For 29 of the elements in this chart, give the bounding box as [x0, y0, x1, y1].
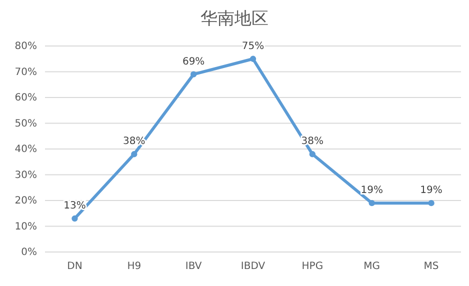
x-tick-label: HPG	[302, 261, 324, 272]
y-tick-label: 20%	[14, 196, 37, 207]
y-tick-label: 60%	[14, 92, 37, 104]
data-label: 75%	[242, 40, 264, 52]
point	[428, 200, 434, 206]
x-tick-label: IBV	[185, 261, 202, 272]
point	[309, 151, 316, 158]
y-tick-label: 30%	[14, 170, 37, 181]
y-tick-label: 10%	[14, 221, 37, 232]
point	[72, 215, 78, 222]
point	[250, 56, 256, 62]
x-tick-label: H9	[127, 261, 142, 272]
x-tick-label: DN	[67, 261, 82, 272]
y-tick-label: 0%	[21, 247, 37, 258]
y-tick-label: 70%	[14, 66, 37, 78]
point	[368, 200, 375, 206]
data-label: 13%	[64, 200, 86, 212]
point	[190, 71, 197, 78]
y-tick-label: 40%	[14, 144, 37, 156]
y-tick-label: 80%	[14, 41, 37, 52]
x-tick-label: IBDV	[240, 261, 266, 272]
y-tick-label: 50%	[14, 118, 37, 130]
data-label: 19%	[360, 185, 383, 196]
data-label: 19%	[420, 185, 442, 196]
x-tick-label: MG	[364, 261, 380, 272]
chart-title: 华南地区	[200, 9, 268, 29]
point	[131, 151, 138, 158]
x-tick-label: MS	[424, 261, 439, 272]
data-label: 69%	[182, 56, 205, 68]
